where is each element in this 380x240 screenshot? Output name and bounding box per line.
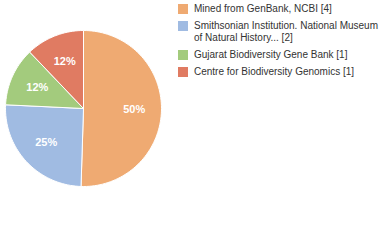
svg-text:25%: 25% [35,136,57,148]
html-text:Centre for Biodiversity Genomi: Centre for Biodiversity Genomics [1] [194,66,355,77]
svg-text:12%: 12% [26,81,48,93]
html-text:Mined from GenBank, NCBI [4]: Mined from GenBank, NCBI [4] [194,3,332,14]
html-text:Gujarat Biodiversity Gene Bank: Gujarat Biodiversity Gene Bank [1] [194,49,348,60]
svg-text:12%: 12% [54,55,76,67]
svg-text:50%: 50% [123,103,145,115]
html-text:Smithsonian Institution. Natio: Smithsonian Institution. National Museum… [194,20,378,43]
